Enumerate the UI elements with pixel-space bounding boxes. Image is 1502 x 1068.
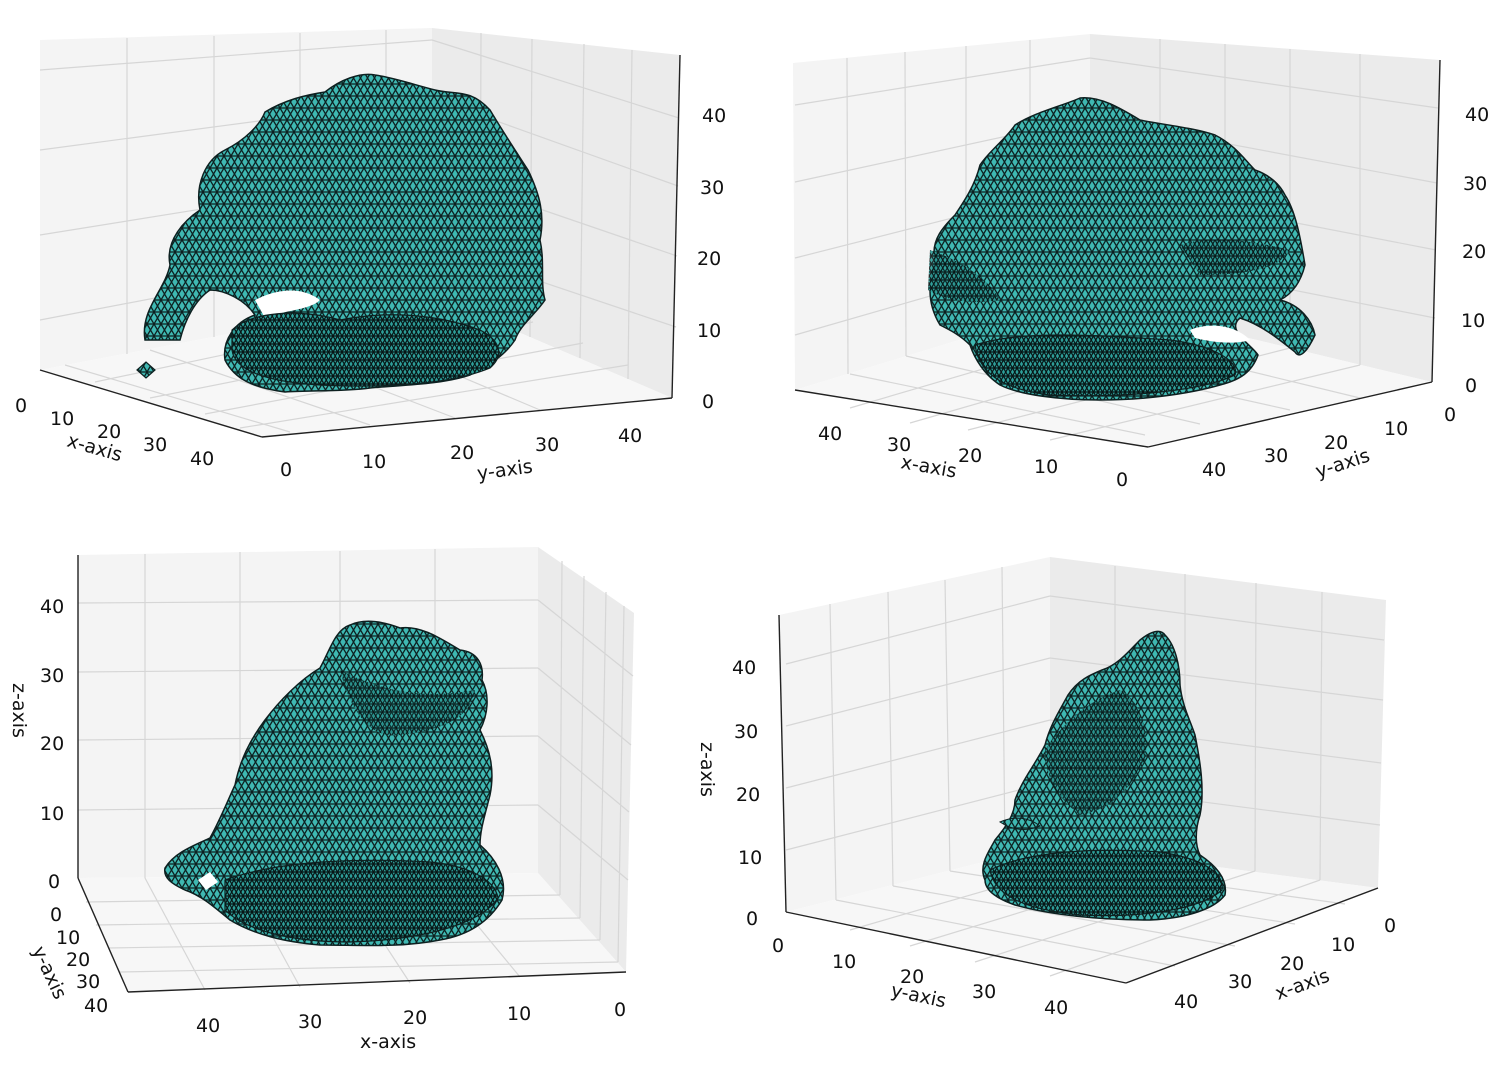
mesh-surface <box>164 620 505 947</box>
y-tick-labels: 40 30 20 10 0 <box>1202 404 1456 481</box>
x-tick-labels: 40 30 20 10 0 <box>196 999 626 1037</box>
z-tick-labels: 0 10 20 30 40 <box>40 596 64 893</box>
z-tick: 40 <box>732 657 756 679</box>
y-tick: 20 <box>66 949 90 971</box>
y-tick: 0 <box>772 935 784 957</box>
z-tick: 30 <box>1463 173 1487 195</box>
y-tick: 20 <box>1324 432 1348 454</box>
x-tick: 0 <box>1116 469 1128 491</box>
z-tick: 10 <box>40 803 64 825</box>
y-tick: 10 <box>832 951 856 973</box>
y-tick: 40 <box>618 425 642 447</box>
z-tick: 40 <box>40 596 64 618</box>
z-tick: 20 <box>736 784 760 806</box>
x-tick: 40 <box>190 448 214 470</box>
x-tick: 40 <box>1174 991 1198 1013</box>
x-tick: 20 <box>1280 953 1304 975</box>
x-tick: 0 <box>15 395 27 417</box>
x-tick: 30 <box>298 1011 322 1033</box>
z-tick: 0 <box>48 871 60 893</box>
y-tick-labels: 0 10 20 30 40 <box>280 425 642 481</box>
x-axis-label: x-axis <box>360 1031 416 1053</box>
z-tick: 10 <box>738 847 762 869</box>
x-tick: 10 <box>1034 456 1058 478</box>
y-tick: 30 <box>76 971 100 993</box>
z-axis-label: z-axis <box>696 742 718 797</box>
x-tick-labels: 0 10 20 30 40 <box>15 395 214 470</box>
z-tick: 0 <box>1465 375 1477 397</box>
y-tick: 30 <box>972 981 996 1003</box>
panel-bottom-right: 40 30 20 10 0 x-axis 0 10 20 30 40 y-axi… <box>696 557 1396 1019</box>
mesh-surface <box>928 97 1316 401</box>
y-tick: 40 <box>1202 459 1226 481</box>
x-tick: 30 <box>143 434 167 456</box>
z-tick: 40 <box>1465 104 1489 126</box>
x-tick: 30 <box>1228 971 1252 993</box>
y-tick: 40 <box>84 995 108 1017</box>
y-axis-label: y-axis <box>889 979 948 1012</box>
axes-lines <box>778 614 1379 984</box>
y-tick: 10 <box>56 927 80 949</box>
mesh-surface <box>982 630 1227 921</box>
y-tick: 0 <box>50 904 62 926</box>
z-tick: 10 <box>1461 310 1485 332</box>
y-tick: 10 <box>362 451 386 473</box>
y-tick: 0 <box>1444 404 1456 426</box>
z-tick-labels: 0 10 20 30 40 <box>1461 104 1489 397</box>
x-axis-label: x-axis <box>899 451 958 482</box>
x-tick: 10 <box>1331 934 1355 956</box>
x-tick-labels: 40 30 20 10 0 <box>818 423 1128 491</box>
axes-lines <box>77 555 627 993</box>
x-tick: 0 <box>614 999 626 1021</box>
y-tick: 10 <box>1384 418 1408 440</box>
y-axis-label: y-axis <box>27 943 71 1003</box>
y-tick: 20 <box>450 442 474 464</box>
z-tick: 20 <box>40 733 64 755</box>
z-tick: 30 <box>40 665 64 687</box>
z-tick-labels: 0 10 20 30 40 <box>697 105 726 413</box>
z-tick-labels: 0 10 20 30 40 <box>732 657 762 930</box>
x-tick: 20 <box>97 421 121 443</box>
x-tick-labels: 40 30 20 10 0 <box>1174 915 1396 1013</box>
mesh-surface <box>136 73 546 393</box>
axes-lines <box>794 59 1441 448</box>
z-tick: 0 <box>702 391 714 413</box>
y-tick: 40 <box>1044 997 1068 1019</box>
x-tick: 20 <box>403 1007 427 1029</box>
y-tick: 30 <box>1264 445 1288 467</box>
x-tick: 40 <box>818 423 842 445</box>
z-tick: 30 <box>700 177 724 199</box>
x-tick: 10 <box>507 1003 531 1025</box>
y-tick: 30 <box>535 434 559 456</box>
x-tick: 40 <box>196 1015 220 1037</box>
x-tick: 10 <box>50 408 74 430</box>
z-tick: 30 <box>734 721 758 743</box>
x-tick: 20 <box>958 445 982 467</box>
x-tick: 30 <box>887 434 911 456</box>
z-tick: 40 <box>702 105 726 127</box>
z-axis-label: z-axis <box>8 683 30 738</box>
y-tick-labels: 0 10 20 30 40 <box>772 935 1068 1019</box>
axes-lines <box>39 54 681 438</box>
y-tick: 20 <box>900 966 924 988</box>
panel-top-left: 0 10 20 30 40 x-axis 0 10 20 30 40 y-axi… <box>15 28 726 485</box>
pane-left <box>779 557 1050 912</box>
y-tick: 0 <box>280 459 292 481</box>
z-tick: 20 <box>1462 241 1486 263</box>
y-tick-labels: 0 10 20 30 40 <box>50 904 108 1017</box>
z-tick: 0 <box>746 908 758 930</box>
panel-top-right: 40 30 20 10 0 x-axis 40 30 20 10 0 y-axi… <box>793 34 1489 491</box>
z-tick: 10 <box>697 320 721 342</box>
y-axis-label: y-axis <box>476 455 534 485</box>
panel-bottom-left: 40 30 20 10 0 x-axis 0 10 20 30 40 y-axi… <box>8 547 634 1053</box>
x-tick: 0 <box>1384 915 1396 937</box>
z-tick: 20 <box>697 248 721 270</box>
